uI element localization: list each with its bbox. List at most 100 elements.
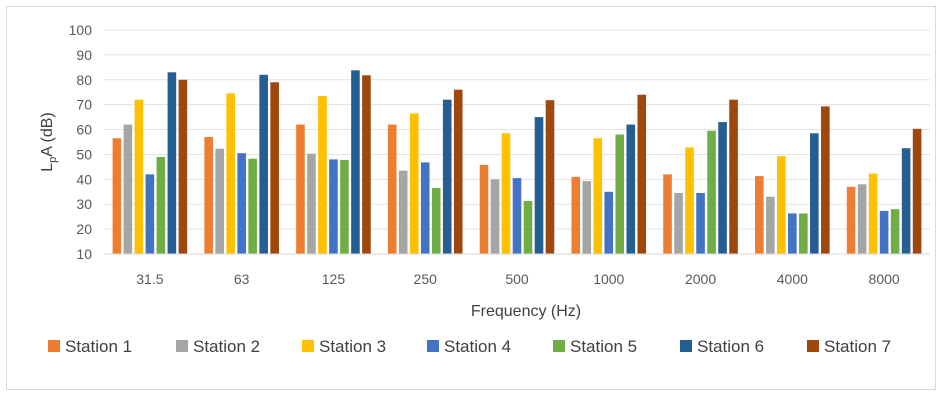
bar xyxy=(226,93,235,254)
bar xyxy=(545,100,555,254)
y-axis-title: LpA (dB) xyxy=(39,112,59,172)
bar xyxy=(718,122,727,254)
y-tick-label: 20 xyxy=(76,221,92,237)
bar xyxy=(215,148,224,254)
y-tick-label: 50 xyxy=(76,146,92,162)
x-tick-label: 500 xyxy=(505,271,529,287)
bar xyxy=(296,124,305,254)
y-tick-label: 30 xyxy=(76,196,92,212)
bar xyxy=(788,213,797,254)
bar xyxy=(879,210,889,254)
legend-swatch xyxy=(427,340,439,352)
x-tick-label: 31.5 xyxy=(136,271,163,287)
bar xyxy=(901,148,911,254)
legend: Station 1 Station 2 Station 3 Station 4 Stat… xyxy=(48,337,891,356)
bar xyxy=(442,99,452,254)
bar xyxy=(868,173,878,254)
bar xyxy=(362,75,371,254)
bar xyxy=(237,153,246,254)
legend-swatch xyxy=(302,340,314,352)
bar xyxy=(204,137,213,254)
bar xyxy=(248,158,257,254)
bar xyxy=(453,89,463,254)
bar xyxy=(534,117,544,254)
bar xyxy=(145,174,155,254)
bar xyxy=(329,159,338,254)
x-axis-ticks: 31.5 63 125 250 500 1000 2000 4000 8000 xyxy=(136,271,900,287)
x-tick-label: 2000 xyxy=(685,271,716,287)
bar xyxy=(479,164,489,254)
x-tick-label: 63 xyxy=(234,271,250,287)
bar xyxy=(846,186,856,254)
bar xyxy=(729,99,738,254)
y-axis-title-subscript: p xyxy=(47,157,59,163)
bar xyxy=(685,147,694,254)
bar xyxy=(398,170,408,254)
bar xyxy=(821,106,830,254)
bar xyxy=(123,124,133,254)
legend-label: Station 1 xyxy=(65,337,132,356)
bar xyxy=(307,153,316,254)
x-tick-label: 1000 xyxy=(593,271,624,287)
bar xyxy=(890,209,900,254)
legend-label: Station 7 xyxy=(824,337,891,356)
legend-swatch xyxy=(553,340,565,352)
bar xyxy=(167,72,177,254)
bar xyxy=(490,179,500,254)
bar xyxy=(674,193,683,254)
bar xyxy=(318,95,327,254)
y-tick-label: 40 xyxy=(76,171,92,187)
bar xyxy=(512,178,522,254)
y-tick-label: 90 xyxy=(76,47,92,63)
x-tick-label: 250 xyxy=(414,271,438,287)
bar xyxy=(523,200,533,254)
bar xyxy=(766,196,775,254)
bar xyxy=(912,128,922,254)
legend-swatch xyxy=(48,340,60,352)
bar xyxy=(501,133,511,254)
bar xyxy=(178,79,188,255)
y-axis-ticks: 10 20 30 40 50 60 70 80 90 100 xyxy=(69,22,93,262)
legend-label: Station 2 xyxy=(193,337,260,356)
bar xyxy=(409,113,419,254)
bar xyxy=(604,191,614,254)
bar xyxy=(582,181,592,254)
legend-label: Station 6 xyxy=(697,337,764,356)
y-tick-label: 100 xyxy=(69,22,93,38)
bar xyxy=(593,138,603,254)
bar xyxy=(626,124,636,254)
bar xyxy=(707,130,716,254)
bar xyxy=(571,176,581,254)
bar xyxy=(134,99,144,254)
bar xyxy=(810,133,819,254)
bar xyxy=(663,174,672,254)
bar xyxy=(259,74,268,254)
bar xyxy=(615,134,625,254)
bar xyxy=(270,82,279,255)
y-tick-label: 10 xyxy=(76,246,92,262)
bar xyxy=(387,124,397,254)
bar xyxy=(637,94,647,254)
x-tick-label: 4000 xyxy=(777,271,808,287)
y-tick-label: 70 xyxy=(76,97,92,113)
legend-swatch xyxy=(807,340,819,352)
bar xyxy=(857,184,867,254)
x-axis-title: Frequency (Hz) xyxy=(471,303,581,320)
legend-swatch xyxy=(176,340,188,352)
legend-swatch xyxy=(680,340,692,352)
x-tick-label: 8000 xyxy=(869,271,900,287)
legend-label: Station 3 xyxy=(319,337,386,356)
bar xyxy=(777,156,786,254)
bar xyxy=(755,176,764,254)
x-tick-label: 125 xyxy=(322,271,346,287)
y-tick-label: 60 xyxy=(76,122,92,138)
bar xyxy=(431,188,441,254)
legend-label: Station 4 xyxy=(444,337,511,356)
bar xyxy=(112,138,122,254)
y-tick-label: 80 xyxy=(76,72,92,88)
bar xyxy=(340,159,349,254)
bars xyxy=(112,70,922,255)
bar xyxy=(799,213,808,254)
bar xyxy=(156,156,166,254)
